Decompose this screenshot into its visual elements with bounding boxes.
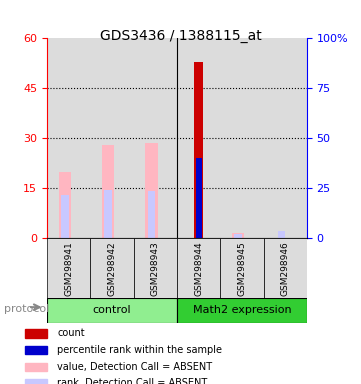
Bar (47, 38, 90, 238)
Bar (102, 145, 114, 238)
FancyBboxPatch shape (264, 238, 307, 300)
Text: count: count (57, 328, 85, 338)
Bar (220, 38, 264, 238)
FancyBboxPatch shape (47, 298, 177, 323)
Bar (104, 190, 112, 238)
Bar (177, 38, 220, 238)
Bar (134, 38, 177, 238)
Text: GSM298941: GSM298941 (64, 242, 73, 296)
Text: GDS3436 / 1388115_at: GDS3436 / 1388115_at (100, 29, 261, 43)
Text: Math2 expression: Math2 expression (192, 305, 291, 315)
FancyBboxPatch shape (220, 238, 264, 300)
Bar (145, 143, 157, 238)
Bar (234, 234, 242, 238)
Bar (25, 329, 47, 338)
Bar (196, 158, 201, 238)
Text: value, Detection Call = ABSENT: value, Detection Call = ABSENT (57, 362, 212, 372)
FancyBboxPatch shape (90, 238, 134, 300)
Text: protocol: protocol (4, 304, 49, 314)
Text: GSM298945: GSM298945 (238, 242, 246, 296)
Text: control: control (93, 305, 131, 315)
Bar (61, 195, 69, 238)
Text: GSM298943: GSM298943 (151, 242, 160, 296)
Bar (90, 38, 134, 238)
Bar (278, 231, 285, 238)
Bar (59, 172, 71, 238)
FancyBboxPatch shape (47, 238, 90, 300)
Bar (25, 362, 47, 371)
FancyBboxPatch shape (177, 298, 307, 323)
Bar (264, 38, 307, 238)
Bar (25, 346, 47, 354)
Bar (25, 379, 47, 384)
Bar (148, 192, 155, 238)
Text: GSM298942: GSM298942 (108, 242, 116, 296)
Bar (194, 62, 203, 238)
FancyBboxPatch shape (134, 238, 177, 300)
Text: percentile rank within the sample: percentile rank within the sample (57, 345, 222, 355)
Text: rank, Detection Call = ABSENT: rank, Detection Call = ABSENT (57, 378, 207, 384)
Text: GSM298944: GSM298944 (194, 242, 203, 296)
Text: GSM298946: GSM298946 (281, 242, 290, 296)
Bar (232, 233, 244, 238)
FancyBboxPatch shape (177, 238, 220, 300)
